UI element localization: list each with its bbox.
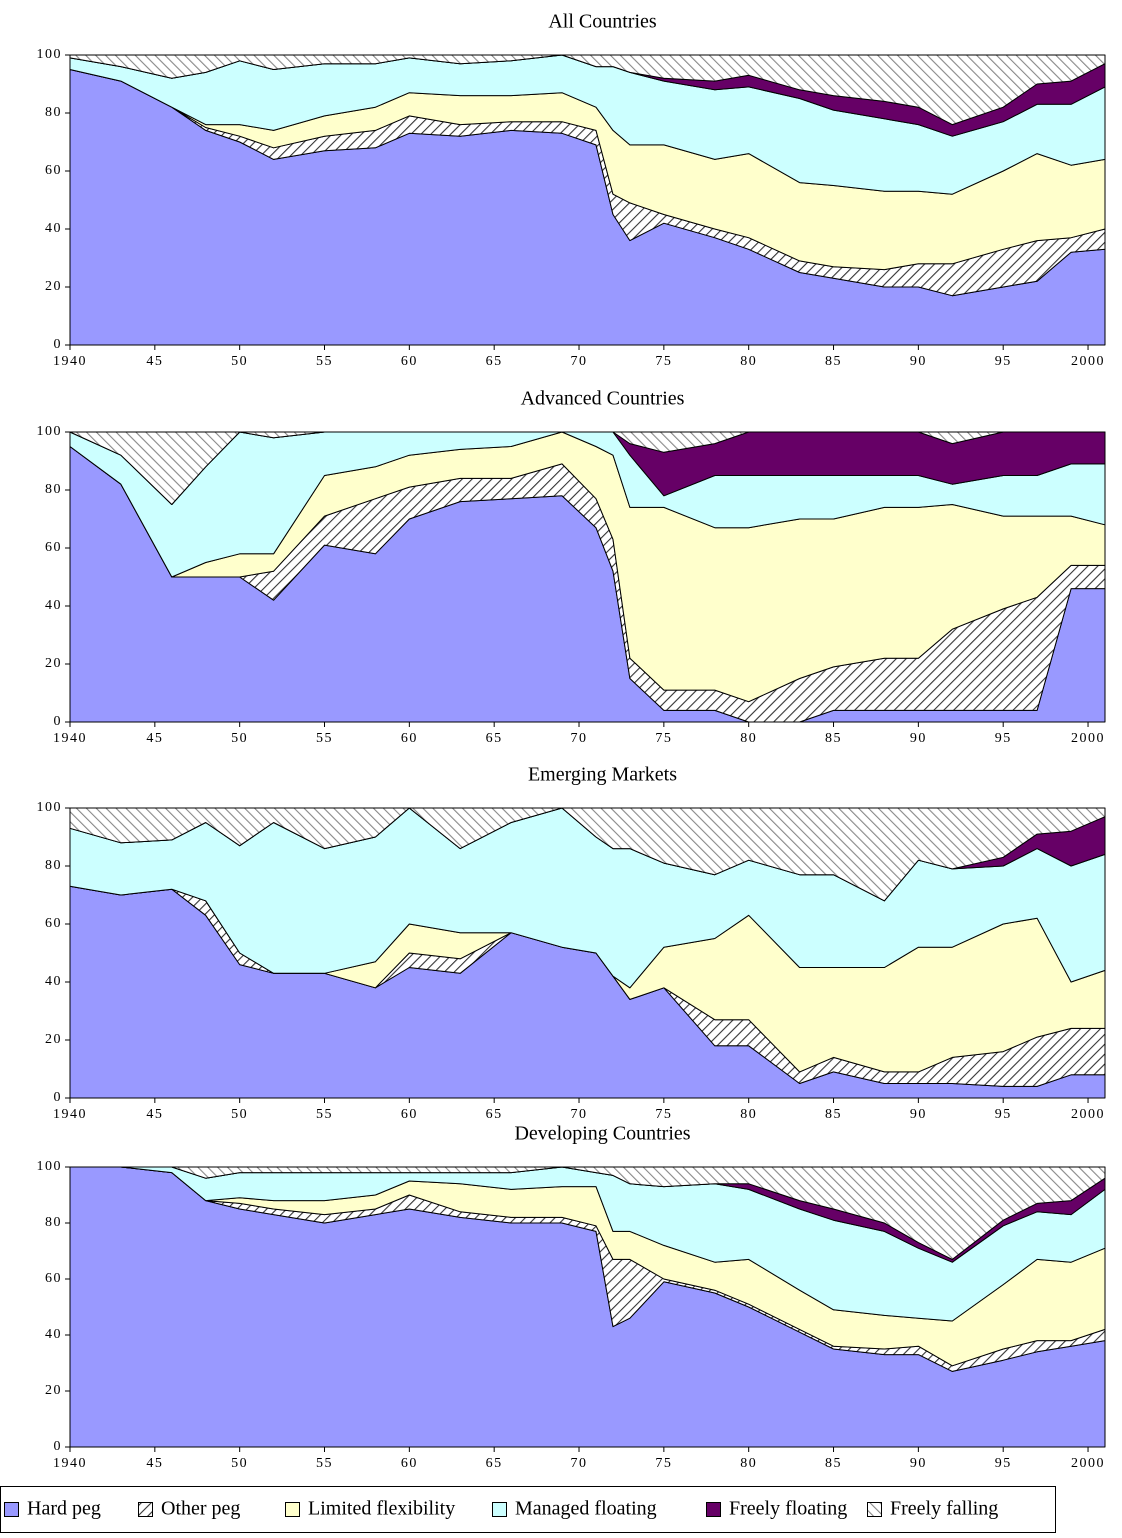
y-tick-label: 40	[45, 598, 62, 613]
y-tick-label: 40	[45, 974, 62, 989]
x-tick-label: 50	[231, 1456, 248, 1471]
y-tick-label: 0	[54, 714, 63, 729]
x-tick-label: 2000	[1071, 354, 1105, 369]
x-tick-label: 85	[825, 354, 842, 369]
chart-title: All Countries	[548, 11, 657, 33]
x-tick-label: 60	[401, 1107, 418, 1122]
x-tick-label: 1940	[53, 731, 87, 746]
y-tick-label: 80	[45, 105, 62, 120]
y-tick-label: 20	[45, 1383, 62, 1398]
x-tick-label: 70	[571, 354, 588, 369]
y-tick-label: 60	[45, 916, 62, 931]
x-tick-label: 65	[486, 731, 503, 746]
x-tick-label: 95	[995, 1456, 1012, 1471]
x-tick-label: 45	[146, 731, 163, 746]
x-tick-label: 85	[825, 731, 842, 746]
y-tick-label: 60	[45, 1271, 62, 1286]
x-tick-label: 90	[910, 1456, 927, 1471]
x-tick-label: 60	[401, 1456, 418, 1471]
x-tick-label: 2000	[1071, 1456, 1105, 1471]
legend-label: Freely floating	[729, 1498, 847, 1520]
y-tick-label: 80	[45, 482, 62, 497]
chart-title: Advanced Countries	[521, 388, 685, 410]
x-tick-label: 75	[655, 1107, 672, 1122]
x-tick-label: 75	[655, 731, 672, 746]
x-tick-label: 2000	[1071, 731, 1105, 746]
y-tick-label: 60	[45, 163, 62, 178]
x-tick-label: 95	[995, 1107, 1012, 1122]
y-tick-label: 20	[45, 656, 62, 671]
x-tick-label: 50	[231, 1107, 248, 1122]
y-tick-label: 20	[45, 279, 62, 294]
x-tick-label: 70	[571, 731, 588, 746]
x-tick-label: 70	[571, 1107, 588, 1122]
legend-swatch	[285, 1502, 300, 1517]
x-tick-label: 95	[995, 354, 1012, 369]
x-tick-label: 90	[910, 1107, 927, 1122]
x-tick-label: 45	[146, 1107, 163, 1122]
y-tick-label: 80	[45, 858, 62, 873]
area-series	[69, 1166, 1106, 1260]
area-series	[69, 431, 1106, 505]
x-tick-label: 45	[146, 354, 163, 369]
x-tick-label: 55	[316, 731, 333, 746]
x-tick-label: 80	[740, 731, 757, 746]
x-tick-label: 60	[401, 731, 418, 746]
x-tick-label: 65	[486, 354, 503, 369]
x-tick-label: 80	[740, 354, 757, 369]
legend-label: Freely falling	[890, 1498, 998, 1520]
legend-label: Hard peg	[27, 1498, 101, 1520]
y-tick-label: 100	[37, 800, 63, 815]
area-series	[69, 54, 1106, 126]
x-tick-label: 65	[486, 1107, 503, 1122]
y-tick-label: 100	[37, 1159, 63, 1174]
x-tick-label: 65	[486, 1456, 503, 1471]
x-tick-label: 80	[740, 1107, 757, 1122]
x-tick-label: 80	[740, 1456, 757, 1471]
area-series	[69, 807, 1106, 902]
x-tick-label: 1940	[53, 1456, 87, 1471]
x-tick-label: 90	[910, 731, 927, 746]
x-tick-label: 95	[995, 731, 1012, 746]
y-tick-label: 80	[45, 1215, 62, 1230]
x-tick-label: 45	[146, 1456, 163, 1471]
y-tick-label: 0	[54, 337, 63, 352]
chart-title: Developing Countries	[514, 1123, 690, 1145]
legend-label: Limited flexibility	[308, 1498, 455, 1520]
x-tick-label: 1940	[53, 354, 87, 369]
x-tick-label: 55	[316, 1456, 333, 1471]
x-tick-label: 50	[231, 731, 248, 746]
legend-swatch	[138, 1502, 153, 1517]
x-tick-label: 60	[401, 354, 418, 369]
x-tick-label: 75	[655, 1456, 672, 1471]
x-tick-label: 70	[571, 1456, 588, 1471]
y-tick-label: 20	[45, 1032, 62, 1047]
legend-swatch	[4, 1502, 19, 1517]
x-tick-label: 85	[825, 1456, 842, 1471]
y-tick-label: 40	[45, 1327, 62, 1342]
y-tick-label: 100	[37, 424, 63, 439]
legend-swatch	[867, 1502, 882, 1517]
x-tick-label: 85	[825, 1107, 842, 1122]
x-tick-label: 55	[316, 354, 333, 369]
legend-swatch	[706, 1502, 721, 1517]
legend-label: Managed floating	[515, 1498, 657, 1520]
x-tick-label: 2000	[1071, 1107, 1105, 1122]
chart-title: Emerging Markets	[528, 764, 677, 786]
y-tick-label: 0	[54, 1090, 63, 1105]
legend-swatch	[492, 1502, 507, 1517]
x-tick-label: 90	[910, 354, 927, 369]
y-tick-label: 100	[37, 47, 63, 62]
y-tick-label: 40	[45, 221, 62, 236]
y-tick-label: 60	[45, 540, 62, 555]
x-tick-label: 55	[316, 1107, 333, 1122]
x-tick-label: 1940	[53, 1107, 87, 1122]
y-tick-label: 0	[54, 1439, 63, 1454]
x-tick-label: 75	[655, 354, 672, 369]
legend-label: Other peg	[161, 1498, 240, 1520]
x-tick-label: 50	[231, 354, 248, 369]
